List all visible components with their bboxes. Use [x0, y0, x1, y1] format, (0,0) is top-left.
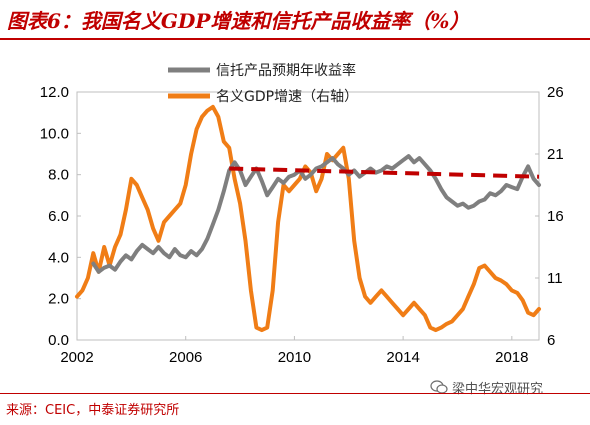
- right-tick-label: 26: [547, 84, 564, 101]
- left-tick-label: 8.0: [48, 167, 69, 184]
- title-bar: 图表6：我国名义GDP增速和信托产品收益率（%）: [0, 0, 590, 38]
- x-tick-label: 2006: [169, 349, 202, 366]
- left-tick-label: 0.0: [48, 332, 69, 349]
- left-tick-label: 6.0: [48, 208, 69, 225]
- left-tick-label: 4.0: [48, 249, 69, 266]
- legend-label-gdp: 名义GDP增速（右轴）: [216, 89, 358, 105]
- left-tick-label: 2.0: [48, 291, 69, 308]
- series-lines: [75, 104, 541, 333]
- x-tick-label: 2018: [495, 349, 528, 366]
- x-tick-label: 2014: [386, 349, 419, 366]
- left-tick-label: 12.0: [40, 84, 69, 101]
- x-axis: 2002 2006 2010 2014 2018: [60, 336, 529, 366]
- chart-title: 图表6：我国名义GDP增速和信托产品收益率（%）: [7, 9, 470, 33]
- right-axis: 6 11 16 21 26: [535, 84, 564, 349]
- watermark: 梁中华宏观研究: [430, 377, 543, 397]
- legend-label-trust: 信托产品预期年收益率: [216, 62, 356, 79]
- wechat-icon: [430, 380, 448, 394]
- right-tick-label: 6: [547, 332, 555, 349]
- right-tick-label: 11: [547, 270, 563, 287]
- plot-frame: [76, 91, 540, 341]
- source-note: 来源：CEIC，中泰证券研究所: [6, 403, 180, 418]
- x-tick-label: 2010: [278, 349, 311, 366]
- left-tick-label: 10.0: [40, 125, 69, 142]
- legend: 信托产品预期年收益率 名义GDP增速（右轴）: [168, 62, 358, 105]
- trust-yield-line: [91, 154, 541, 274]
- trust-yield-average-line: [229, 166, 540, 179]
- watermark-text: 梁中华宏观研究: [452, 381, 544, 397]
- right-tick-label: 16: [547, 208, 564, 225]
- gdp-growth-line: [75, 104, 541, 333]
- left-axis: 0.0 2.0 4.0 6.0 8.0 10.0 12.0: [40, 84, 81, 349]
- x-tick-label: 2002: [60, 349, 93, 366]
- source-divider: [0, 393, 590, 394]
- right-tick-label: 21: [547, 146, 564, 163]
- title-divider: [0, 38, 590, 40]
